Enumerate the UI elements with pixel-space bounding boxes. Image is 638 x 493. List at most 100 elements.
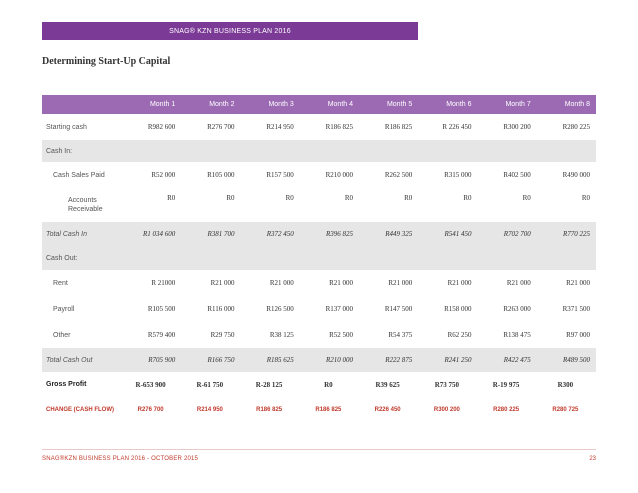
column-header: Month 5 [359, 95, 419, 114]
document-header-bar: SNAG® KZN BUSINESS PLAN 2016 [42, 22, 418, 40]
table-cell: R263 000 [503, 305, 531, 313]
table-cell: R0 [463, 194, 472, 202]
table-cell: R137 000 [325, 305, 353, 313]
table-cell: R280 225 [562, 123, 590, 131]
table-cell: R126 500 [266, 305, 294, 313]
section-label: Cash Out: [42, 246, 596, 270]
table-cell: R276 700 [207, 123, 235, 131]
header-blank-cell [42, 95, 122, 114]
table-cell: R-61 750 [196, 380, 224, 389]
table-cell: R449 325 [359, 222, 419, 246]
table-cell: R372 450 [240, 222, 300, 246]
table-cell: R210 000 [325, 171, 353, 179]
table-row-payroll: Payroll R105 500 R116 000 R126 500 R137 … [42, 296, 596, 322]
page-title: Determining Start-Up Capital [42, 56, 171, 67]
table-row-change-cash-flow: CHANGE (CASH FLOW) R276 700 R214 950 R18… [42, 397, 596, 422]
table-row-cash-in-heading: Cash In: [42, 140, 596, 162]
table-cell: R52 500 [329, 331, 353, 339]
table-cell: R705 900 [122, 348, 182, 372]
table-cell: R54 375 [388, 331, 413, 339]
table-cell: R52 000 [151, 171, 176, 179]
section-label: Cash In: [42, 140, 596, 162]
table-cell: R770 225 [536, 222, 596, 246]
row-label: Starting cash [46, 123, 87, 131]
table-cell: R105 500 [147, 305, 176, 313]
table-cell: R186 825 [256, 406, 283, 413]
table-cell: R21 000 [506, 279, 531, 287]
row-label: Payroll [53, 305, 75, 313]
column-header: Month 8 [536, 95, 596, 114]
table-cell: R489 500 [536, 348, 596, 372]
table-cell: R541 450 [418, 222, 478, 246]
table-row-total-cash-in: Total Cash In R1 034 600 R381 700 R372 4… [42, 222, 596, 246]
table-cell: R0 [404, 194, 413, 202]
table-cell: R300 200 [503, 123, 531, 131]
table-cell: R21 000 [210, 279, 235, 287]
table-cell: R73 750 [434, 380, 460, 389]
row-label: Total Cash In [42, 222, 122, 246]
footer-page-number: 23 [589, 456, 596, 462]
footer-document-name: SNAG®KZN BUSINESS PLAN 2016 - OCTOBER 20… [42, 456, 199, 462]
table-cell: R371 500 [562, 305, 590, 313]
table-cell: R280 225 [493, 406, 520, 413]
table-cell: R0 [324, 380, 333, 389]
table-cell: R186 825 [325, 123, 353, 131]
column-header: Month 6 [418, 95, 478, 114]
table-cell: R490 000 [562, 171, 590, 179]
table-cell: R97 000 [566, 331, 590, 339]
row-label: Total Cash Out [42, 348, 122, 372]
table-cell: R-19 975 [492, 380, 520, 389]
row-label: Gross Profit [46, 381, 87, 388]
table-row-accounts-receivable: Accounts Receivable R0 R0 R0 R0 R0 R0 R0… [42, 188, 596, 222]
table-cell: R138 475 [503, 331, 531, 339]
table-cell: R185 625 [240, 348, 300, 372]
table-row-cash-out-heading: Cash Out: [42, 246, 596, 270]
table-cell: R116 000 [207, 305, 235, 313]
table-row-other: Other R579 400 R29 750 R38 125 R52 500 R… [42, 322, 596, 348]
table-cell: R147 500 [384, 305, 413, 313]
row-label: Accounts Receivable [68, 197, 103, 213]
table-cell: R-653 900 [135, 380, 166, 389]
table-cell: R 21000 [151, 279, 176, 287]
table-cell: R210 000 [299, 348, 359, 372]
table-row-cash-sales-paid: Cash Sales Paid R52 000 R105 000 R157 50… [42, 162, 596, 188]
table-cell: R38 125 [269, 331, 294, 339]
table-cell: R280 725 [552, 406, 579, 413]
table-cell: R105 000 [207, 171, 235, 179]
footer-divider [42, 449, 596, 450]
table-cell: R0 [226, 194, 235, 202]
table-cell: R 226 450 [442, 123, 472, 131]
table-cell: R157 500 [266, 171, 294, 179]
table-cell: R62 250 [447, 331, 472, 339]
startup-capital-table: Month 1 Month 2 Month 3 Month 4 Month 5 … [42, 95, 596, 422]
table-row-rent: Rent R 21000 R21 000 R21 000 R21 000 R21… [42, 270, 596, 296]
table-cell: R21 000 [269, 279, 294, 287]
table-row-total-cash-out: Total Cash Out R705 900 R166 750 R185 62… [42, 348, 596, 372]
table-cell: R982 600 [147, 123, 176, 131]
table-cell: R214 950 [196, 406, 223, 413]
header-title: SNAG® KZN BUSINESS PLAN 2016 [169, 27, 291, 35]
table-cell: R21 000 [447, 279, 472, 287]
table-cell: R0 [167, 194, 176, 202]
column-header: Month 7 [477, 95, 537, 114]
row-label: Other [53, 331, 71, 339]
column-header: Month 2 [181, 95, 241, 114]
table-cell: R222 875 [359, 348, 419, 372]
column-header: Month 4 [299, 95, 359, 114]
table-cell: R381 700 [181, 222, 241, 246]
table-cell: R315 000 [444, 171, 472, 179]
table-cell: R702 700 [477, 222, 537, 246]
table-cell: R0 [581, 194, 590, 202]
table-header-row: Month 1 Month 2 Month 3 Month 4 Month 5 … [42, 95, 596, 114]
table-cell: R-28 125 [255, 380, 283, 389]
table-cell: R21 000 [329, 279, 353, 287]
table-cell: R21 000 [388, 279, 413, 287]
column-header: Month 1 [122, 95, 182, 114]
table-cell: R422 475 [477, 348, 537, 372]
table-cell: R226 450 [374, 406, 401, 413]
table-cell: R186 825 [315, 406, 342, 413]
row-label: Cash Sales Paid [53, 171, 105, 179]
table-row-gross-profit: Gross Profit R-653 900 R-61 750 R-28 125… [42, 372, 596, 397]
table-cell: R39 625 [375, 380, 400, 389]
table-cell: R1 034 600 [122, 222, 182, 246]
